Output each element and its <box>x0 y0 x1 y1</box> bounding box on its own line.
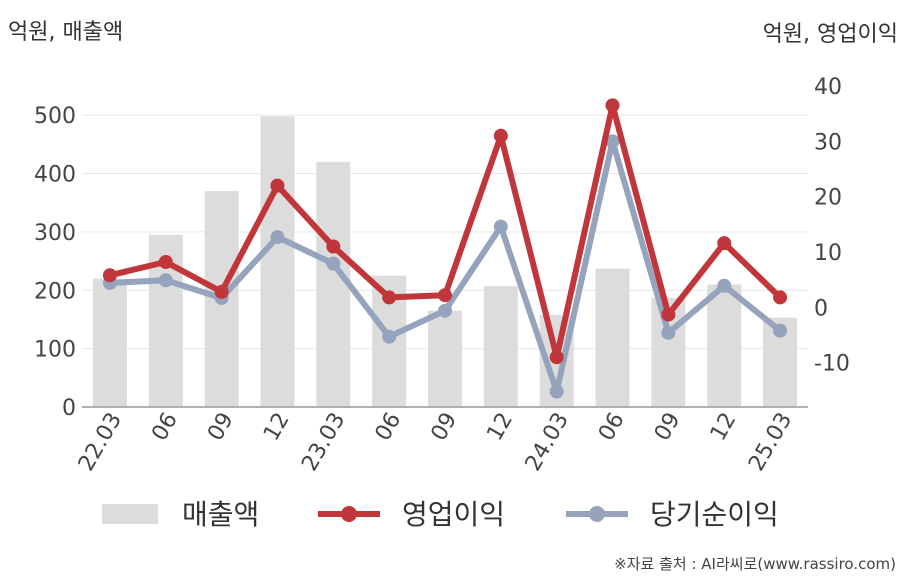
bar-12 <box>707 284 742 407</box>
net-income-point-12 <box>493 219 508 234</box>
net-income-point-12 <box>270 230 285 245</box>
bar-12 <box>483 286 518 407</box>
net-income-point-23.03 <box>326 256 341 271</box>
operating-profit-point-06 <box>605 98 620 113</box>
legend-label-operating-profit: 영업이익 <box>402 498 505 531</box>
operating-profit-point-12 <box>717 236 732 251</box>
net-income-point-25.03 <box>773 323 788 338</box>
net-income-point-06 <box>158 273 173 288</box>
left-tick-label: 200 <box>34 279 76 304</box>
legend-label-revenue: 매출액 <box>182 498 259 531</box>
x-tick-label: 06 <box>594 409 630 446</box>
right-tick-label: 10 <box>814 241 842 266</box>
operating-profit-point-12 <box>493 128 508 143</box>
legend-marker-net-income <box>589 506 605 522</box>
right-tick-label: 0 <box>814 296 828 321</box>
operating-profit-point-06 <box>382 290 397 305</box>
bar-09 <box>428 310 462 407</box>
operating-profit-point-24.03 <box>549 350 564 365</box>
operating-profit-point-09 <box>438 288 452 303</box>
right-tick-label: 40 <box>814 75 842 100</box>
bar-22.03 <box>92 278 127 407</box>
x-tick-label: 06 <box>147 409 183 446</box>
net-income-point-09 <box>438 303 452 318</box>
right-tick-label: -10 <box>814 352 850 377</box>
x-tick-label: 09 <box>427 409 463 446</box>
operating-profit-point-23.03 <box>326 239 341 254</box>
operating-profit-point-25.03 <box>773 290 788 305</box>
left-tick-label: 100 <box>34 338 76 363</box>
operating-profit-point-09 <box>214 284 229 299</box>
net-income-point-09 <box>661 325 676 340</box>
x-tick-label: 12 <box>706 409 742 446</box>
x-tick-label: 24.03 <box>521 409 574 476</box>
legend-label-net-income: 당기순이익 <box>650 498 779 531</box>
left-tick-label: 0 <box>62 396 76 421</box>
operating-profit-point-09 <box>661 307 676 322</box>
x-tick-label: 12 <box>259 409 295 446</box>
bar-12 <box>260 116 295 407</box>
net-income-point-06 <box>605 134 620 149</box>
net-income-point-06 <box>382 329 397 344</box>
operating-profit-point-12 <box>270 178 285 193</box>
bar-06 <box>595 268 630 407</box>
legend-swatch-revenue <box>102 504 158 524</box>
net-income-point-24.03 <box>549 384 564 399</box>
source-caption: ※자료 출처 : AI라씨로(www.rassiro.com) <box>614 555 896 573</box>
left-tick-label: 400 <box>34 163 76 188</box>
left-axis-unit-label: 억원, 매출액 <box>8 20 124 45</box>
x-tick-label: 06 <box>371 409 407 446</box>
x-tick-label: 25.03 <box>744 409 797 476</box>
right-axis-unit-label: 억원, 영업이익 <box>762 22 898 47</box>
x-tick-label: 23.03 <box>297 409 350 476</box>
x-tick-label: 09 <box>203 409 239 446</box>
legend-marker-operating-profit <box>341 506 357 522</box>
left-tick-label: 300 <box>34 221 76 246</box>
right-tick-label: 20 <box>814 186 842 211</box>
right-tick-label: 30 <box>814 130 842 155</box>
x-tick-label: 09 <box>650 409 686 446</box>
operating-profit-point-22.03 <box>102 268 117 283</box>
net-income-point-12 <box>717 278 732 293</box>
x-tick-label: 22.03 <box>74 409 127 476</box>
bar-23.03 <box>316 161 351 407</box>
left-tick-label: 500 <box>34 104 76 129</box>
operating-profit-point-06 <box>158 254 173 269</box>
x-tick-label: 12 <box>482 409 518 446</box>
